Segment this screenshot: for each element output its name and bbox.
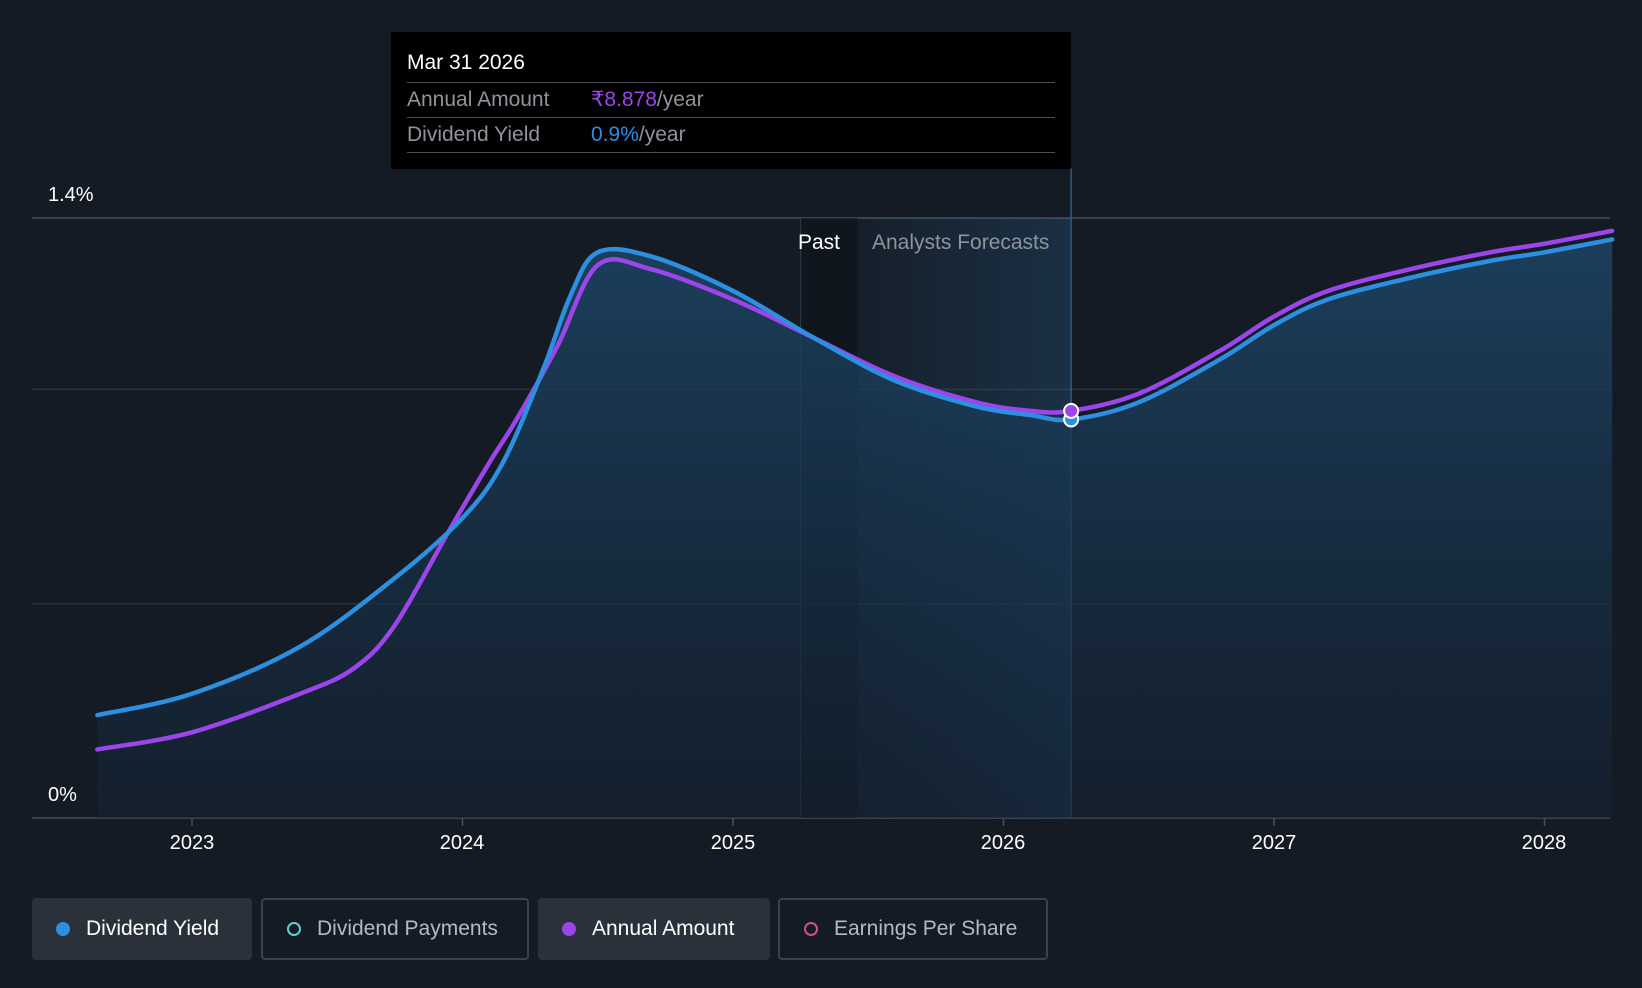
tooltip-suffix: /year (656, 88, 704, 111)
x-tick-label: 2027 (1251, 832, 1297, 854)
tooltip-date: Mar 31 2026 (407, 48, 1055, 83)
legend-label: Dividend Yield (86, 917, 220, 940)
tooltip-label: Dividend Yield (407, 123, 541, 146)
x-tick-label: 2024 (439, 832, 485, 854)
legend-earnings-per-share[interactable]: Earnings Per Share (778, 898, 1048, 960)
filled-circle-icon (56, 922, 70, 936)
legend-label: Annual Amount (592, 917, 735, 940)
x-tick-label: 2028 (1521, 832, 1567, 854)
tooltip: Mar 31 2026 Annual Amount ₹8.878/year Di… (391, 32, 1071, 169)
tooltip-value: ₹8.878 (591, 88, 657, 111)
tooltip-value: 0.9% (591, 123, 639, 146)
legend-label: Earnings Per Share (834, 917, 1018, 940)
tooltip-suffix: /year (638, 123, 686, 146)
y-tick-label-min: 0% (48, 784, 77, 806)
legend-dividend-yield[interactable]: Dividend Yield (32, 898, 252, 960)
dividend-yield-area (97, 239, 1613, 818)
highlight-markers (1063, 402, 1080, 428)
tooltip-row-annual-amount: Annual Amount ₹8.878/year (407, 83, 1055, 118)
hollow-circle-icon (287, 922, 301, 936)
x-tick-label: 2026 (980, 832, 1026, 854)
legend-label: Dividend Payments (317, 917, 498, 940)
filled-circle-icon (562, 922, 576, 936)
legend-annual-amount[interactable]: Annual Amount (538, 898, 770, 960)
x-tick-label: 2025 (710, 832, 756, 854)
past-label: Past (797, 231, 840, 254)
analysts-forecasts-label: Analysts Forecasts (872, 231, 1050, 254)
tooltip-label: Annual Amount (407, 88, 550, 111)
x-tick-label: 2023 (169, 832, 215, 854)
y-tick-label-max: 1.4% (48, 184, 94, 206)
series-areas (97, 239, 1613, 818)
legend-dividend-payments[interactable]: Dividend Payments (261, 898, 529, 960)
hollow-circle-icon (804, 922, 818, 936)
series-lines (95, 228, 1615, 752)
tooltip-row-dividend-yield: Dividend Yield 0.9%/year (407, 118, 1055, 153)
dividend-yield-line (95, 237, 1615, 718)
annual-amount-marker (1063, 402, 1080, 419)
